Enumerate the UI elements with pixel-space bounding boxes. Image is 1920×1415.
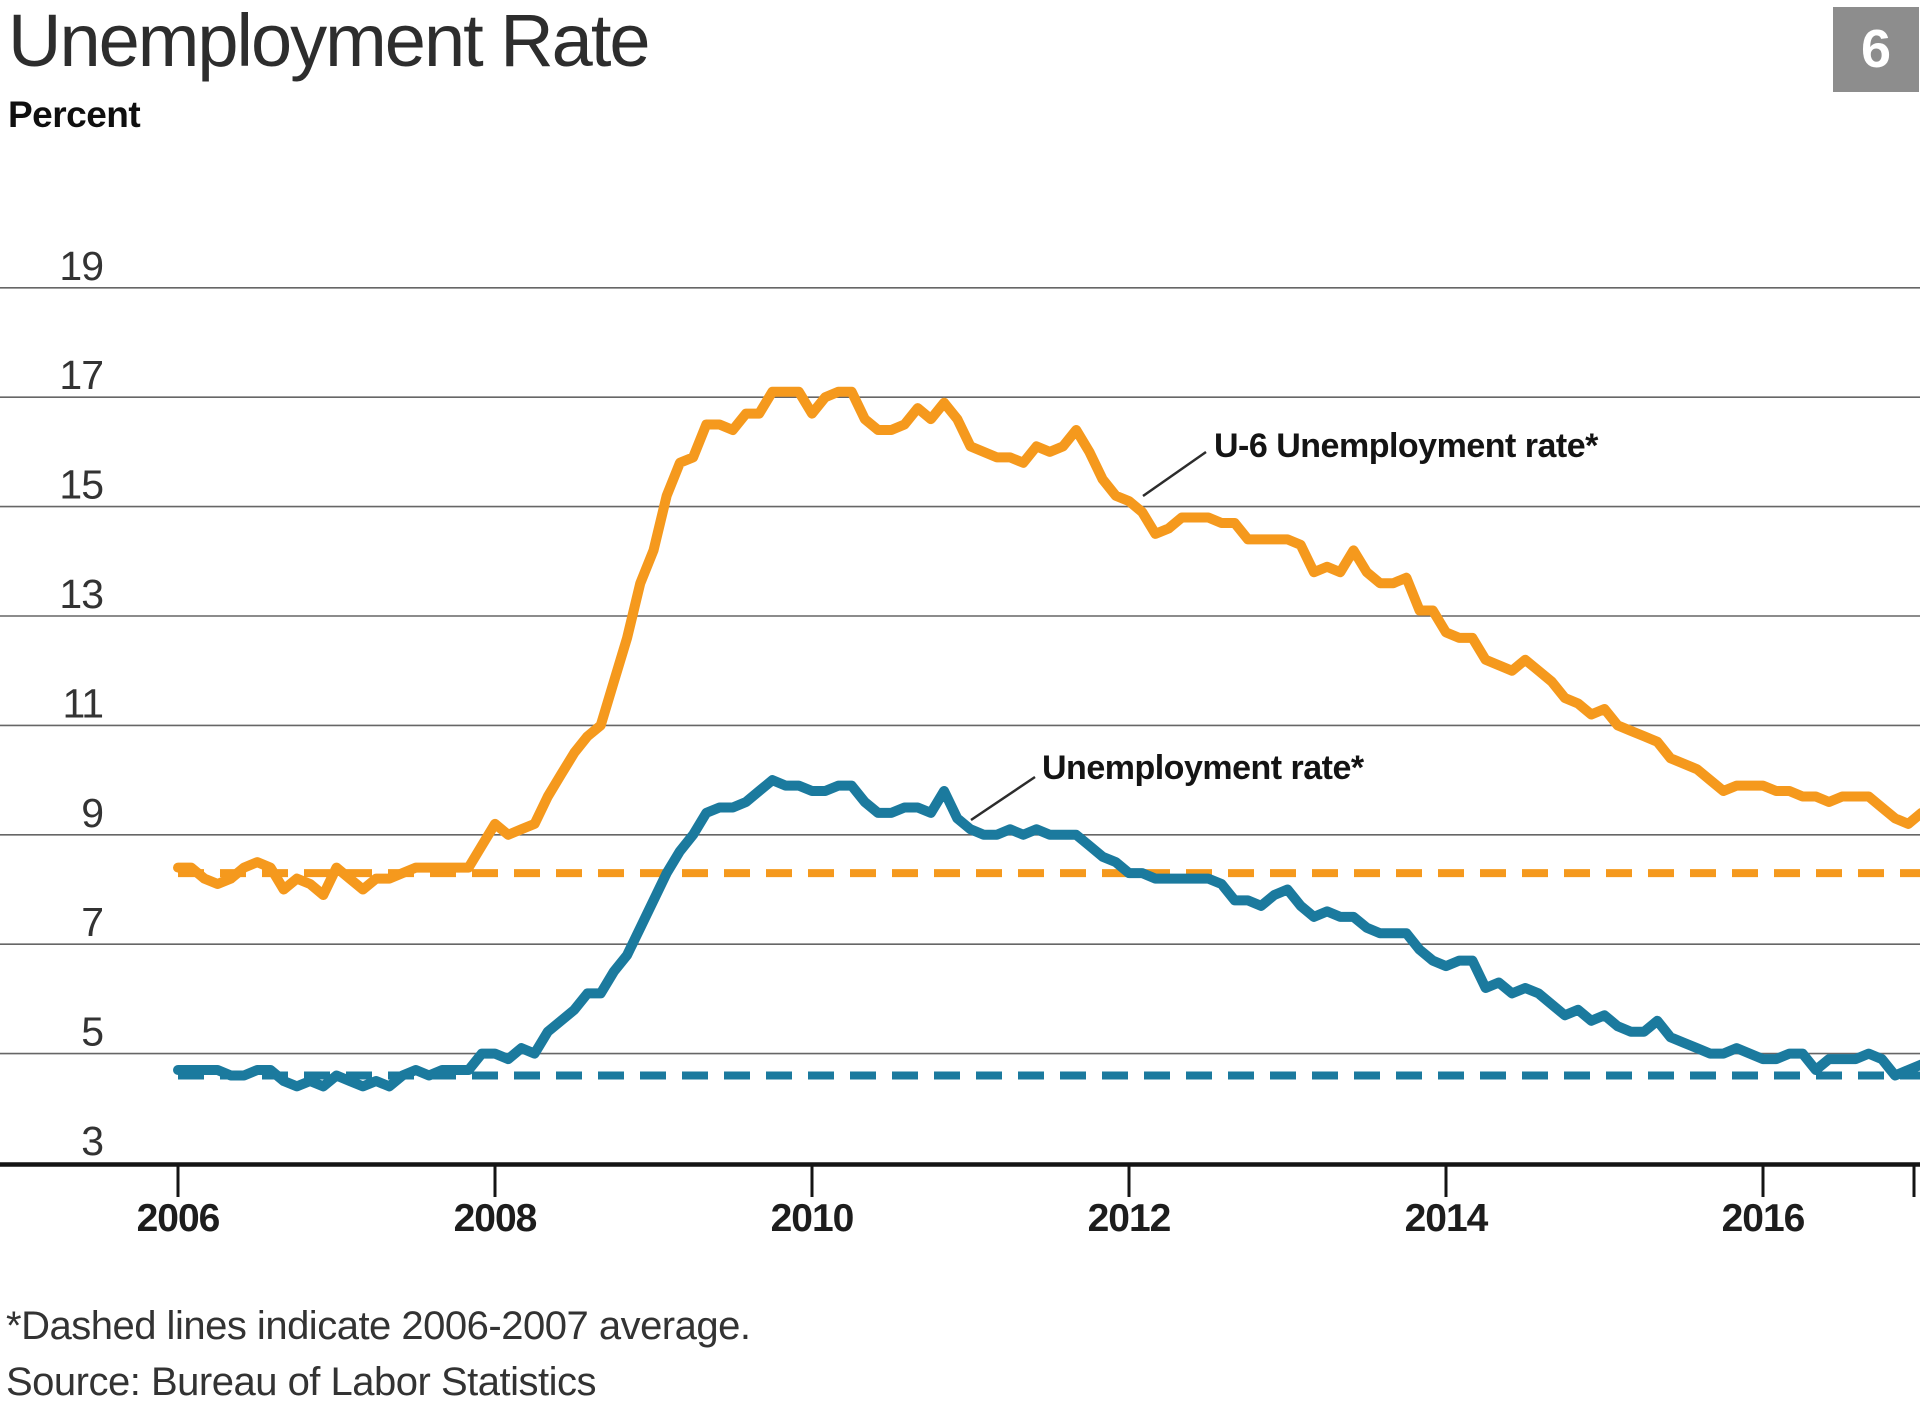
y-axis-label-7: 7 [81, 899, 103, 945]
y-axis-label-5: 5 [81, 1009, 103, 1055]
y-axis-label-9: 9 [81, 790, 103, 836]
y-axis-label-3: 3 [81, 1118, 103, 1164]
y-axis-label-15: 15 [59, 462, 103, 508]
u6-line-annotation: U-6 Unemployment rate* [1214, 427, 1599, 465]
y-axis-label-11: 11 [62, 680, 103, 726]
y-axis-label-13: 13 [59, 571, 103, 617]
u3-line-annotation: Unemployment rate* [1042, 749, 1365, 787]
page-number-badge: 6 [1833, 7, 1919, 92]
y-axis-label-19: 19 [59, 243, 103, 289]
x-axis-label-2014: 2014 [1405, 1197, 1489, 1240]
x-axis-label-2010: 2010 [771, 1197, 854, 1240]
x-axis-label-2008: 2008 [454, 1197, 537, 1240]
x-axis-label-2016: 2016 [1722, 1197, 1805, 1240]
x-axis-label-2006: 2006 [137, 1197, 220, 1240]
x-axis-label-2012: 2012 [1088, 1197, 1171, 1240]
chart-generated-layer: 19 17 15 13 11 9 7 5 3 2006 2008 2010 2012 2014 2016 [0, 243, 1920, 1240]
y-axis-unit-label: Percent [8, 94, 141, 135]
u3-leader-line [970, 775, 1036, 822]
page-title: Unemployment Rate [8, 0, 651, 82]
u-6-unemployment-rate-line [173, 386, 1920, 900]
footnote-source: Source: Bureau of Labor Statistics [6, 1360, 597, 1404]
y-axis-label-17: 17 [59, 352, 103, 398]
footnote-dashed-note: *Dashed lines indicate 2006-2007 average… [6, 1304, 751, 1348]
unemployment-rate-line [173, 775, 1920, 1092]
u6-leader-line [1142, 450, 1207, 498]
